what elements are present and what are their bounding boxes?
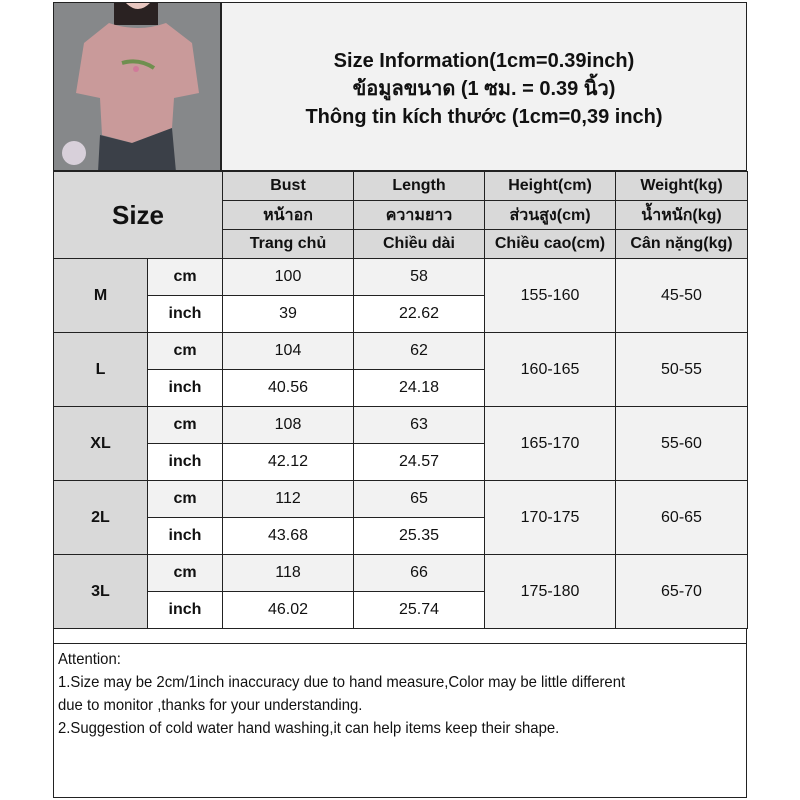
height-header-vi: Chiều cao(cm) — [484, 229, 616, 259]
weight-range: 45-50 — [615, 258, 748, 333]
unit-cm: cm — [147, 480, 223, 518]
unit-cm: cm — [147, 406, 223, 444]
length-cm: 66 — [353, 554, 485, 592]
length-cm: 58 — [353, 258, 485, 296]
weight-range: 60-65 — [615, 480, 748, 555]
unit-cm: cm — [147, 332, 223, 370]
table-row-inch: inch 42.12 24.57 — [54, 443, 748, 481]
product-photo — [53, 2, 221, 171]
length-cm: 62 — [353, 332, 485, 370]
height-range: 175-180 — [484, 554, 616, 629]
header-row-english: Size Bust Length Height(cm) Weight(kg) — [53, 171, 748, 259]
unit-cm: cm — [147, 258, 223, 296]
weight-header-vi: Cân nặng(kg) — [615, 229, 748, 259]
bust-inch: 43.68 — [222, 517, 354, 555]
bust-inch: 42.12 — [222, 443, 354, 481]
weight-header-thai: น้ำหนัก(kg) — [615, 200, 748, 230]
title-block: Size Information(1cm=0.39inch) ข้อมูลขนา… — [221, 2, 747, 171]
length-header-thai: ความยาว — [353, 200, 485, 230]
size-header: Size — [53, 171, 223, 259]
weight-range: 65-70 — [615, 554, 748, 629]
product-image — [54, 3, 220, 170]
bust-header-thai: หน้าอก — [222, 200, 354, 230]
bust-inch: 46.02 — [222, 591, 354, 629]
length-inch: 24.57 — [353, 443, 485, 481]
unit-cm: cm — [147, 554, 223, 592]
length-header-vi: Chiều dài — [353, 229, 485, 259]
title-vietnamese: Thông tin kích thước (1cm=0,39 inch) — [305, 106, 663, 128]
unit-inch: inch — [147, 591, 223, 629]
length-inch: 22.62 — [353, 295, 485, 333]
size-label: L — [53, 332, 148, 407]
size-table: Size Bust Length Height(cm) Weight(kg) ห… — [53, 171, 748, 629]
table-row-inch: inch 40.56 24.18 — [54, 369, 748, 407]
length-cm: 63 — [353, 406, 485, 444]
table-row-inch: inch 43.68 25.35 — [54, 517, 748, 555]
bust-inch: 39 — [222, 295, 354, 333]
table-row-cm: 3L cm 118 66 175-180 65-70 — [53, 554, 748, 629]
weight-range: 50-55 — [615, 332, 748, 407]
attention-note: Attention: 1.Size may be 2cm/1inch inacc… — [53, 643, 747, 798]
length-inch: 25.35 — [353, 517, 485, 555]
bust-inch: 40.56 — [222, 369, 354, 407]
height-range: 155-160 — [484, 258, 616, 333]
length-cm: 65 — [353, 480, 485, 518]
unit-inch: inch — [147, 369, 223, 407]
bust-cm: 118 — [222, 554, 354, 592]
title-english: Size Information(1cm=0.39inch) — [333, 50, 635, 72]
height-range: 170-175 — [484, 480, 616, 555]
attention-heading: Attention: — [58, 651, 121, 668]
bust-cm: 104 — [222, 332, 354, 370]
length-header: Length — [353, 171, 485, 201]
table-row-inch: inch 39 22.62 — [54, 295, 748, 333]
table-row-cm: XL cm 108 63 165-170 55-60 — [53, 406, 748, 481]
height-range: 165-170 — [484, 406, 616, 481]
bust-header: Bust — [222, 171, 354, 201]
header-row-vietnamese: Trang chủ Chiều dài Chiều cao(cm) Cân nặ… — [54, 229, 748, 259]
unit-inch: inch — [147, 443, 223, 481]
height-header: Height(cm) — [484, 171, 616, 201]
unit-inch: inch — [147, 295, 223, 333]
length-inch: 25.74 — [353, 591, 485, 629]
header-row-thai: หน้าอก ความยาว ส่วนสูง(cm) น้ำหนัก(kg) — [54, 200, 748, 230]
title-thai: ข้อมูลขนาด (1 ซม. = 0.39 นิ้ว) — [352, 78, 616, 100]
size-label: XL — [53, 406, 148, 481]
attention-line-2: due to monitor ,thanks for your understa… — [58, 697, 363, 714]
attention-line-3: 2.Suggestion of cold water hand washing,… — [58, 720, 560, 737]
size-label: 2L — [53, 480, 148, 555]
height-header-thai: ส่วนสูง(cm) — [484, 200, 616, 230]
weight-header: Weight(kg) — [615, 171, 748, 201]
bust-header-vi: Trang chủ — [222, 229, 354, 259]
size-label: M — [53, 258, 148, 333]
attention-line-1: 1.Size may be 2cm/1inch inaccuracy due t… — [58, 674, 626, 691]
weight-range: 55-60 — [615, 406, 748, 481]
unit-inch: inch — [147, 517, 223, 555]
table-row-cm: 2L cm 112 65 170-175 60-65 — [53, 480, 748, 555]
bust-cm: 100 — [222, 258, 354, 296]
length-inch: 24.18 — [353, 369, 485, 407]
height-range: 160-165 — [484, 332, 616, 407]
size-label: 3L — [53, 554, 148, 629]
bust-cm: 112 — [222, 480, 354, 518]
bust-cm: 108 — [222, 406, 354, 444]
table-row-inch: inch 46.02 25.74 — [54, 591, 748, 629]
